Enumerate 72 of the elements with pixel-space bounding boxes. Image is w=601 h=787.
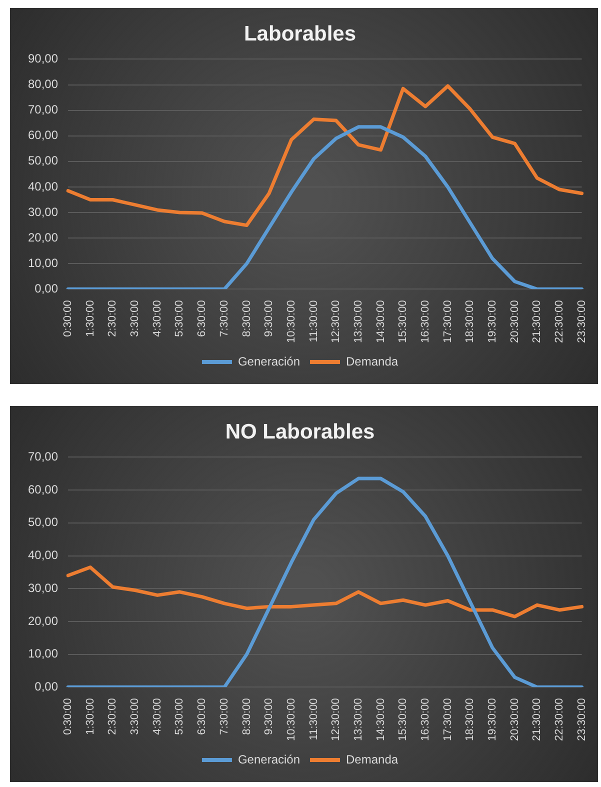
x-tick-label: 1:30:00 bbox=[84, 300, 96, 337]
x-tick-label: 0:30:00 bbox=[62, 698, 74, 735]
x-tick-label: 19:30:00 bbox=[486, 300, 498, 344]
y-tick-label: 90,00 bbox=[28, 52, 58, 66]
x-tick-label: 3:30:00 bbox=[129, 698, 142, 735]
x-tick-label: 11:30:00 bbox=[308, 698, 320, 740]
legend-label: Generación bbox=[238, 752, 300, 766]
x-tick-label: 4:30:00 bbox=[151, 698, 164, 735]
x-tick-label: 10:30:00 bbox=[285, 300, 298, 344]
x-tick-label: 7:30:00 bbox=[218, 698, 230, 735]
y-tick-label: 80,00 bbox=[28, 77, 58, 92]
x-tick-label: 6:30:00 bbox=[196, 300, 208, 337]
x-tick-label: 17:30:00 bbox=[442, 300, 454, 344]
y-tick-label: 50,00 bbox=[28, 515, 58, 530]
x-tick-label: 8:30:00 bbox=[240, 300, 253, 337]
x-tick-label: 20:30:00 bbox=[508, 300, 521, 344]
y-tick-label: 70,00 bbox=[28, 450, 58, 464]
x-tick-label: 22:30:00 bbox=[553, 698, 566, 742]
x-tick-label: 22:30:00 bbox=[553, 300, 566, 344]
y-tick-label: 50,00 bbox=[28, 154, 58, 168]
x-tick-label: 2:30:00 bbox=[106, 698, 119, 735]
x-tick-label: 23:30:00 bbox=[576, 698, 588, 742]
x-tick-label: 17:30:00 bbox=[442, 698, 454, 742]
y-tick-label: 20,00 bbox=[28, 614, 58, 628]
x-tick-label: 4:30:00 bbox=[151, 300, 164, 337]
x-tick-label: 9:30:00 bbox=[263, 698, 276, 735]
x-tick-label: 16:30:00 bbox=[419, 300, 432, 344]
x-tick-label: 15:30:00 bbox=[397, 300, 410, 344]
y-tick-label: 40,00 bbox=[28, 179, 58, 194]
x-tick-label: 0:30:00 bbox=[62, 300, 74, 337]
y-tick-label: 30,00 bbox=[28, 580, 58, 595]
x-tick-label: 9:30:00 bbox=[263, 300, 276, 337]
x-tick-label: 6:30:00 bbox=[196, 698, 208, 735]
legend-label: Demanda bbox=[346, 752, 398, 766]
x-tick-label: 2:30:00 bbox=[106, 300, 119, 337]
x-tick-label: 18:30:00 bbox=[464, 300, 476, 344]
x-tick-label: 1:30:00 bbox=[84, 698, 96, 735]
y-tick-label: 10,00 bbox=[28, 646, 58, 661]
y-tick-label: 10,00 bbox=[28, 256, 58, 270]
x-tick-label: 13:30:00 bbox=[352, 300, 364, 344]
x-tick-label: 21:30:00 bbox=[531, 698, 544, 742]
x-tick-label: 11:30:00 bbox=[308, 300, 320, 342]
x-tick-label: 10:30:00 bbox=[285, 698, 298, 742]
y-tick-label: 60,00 bbox=[28, 482, 58, 496]
x-tick-label: 15:30:00 bbox=[397, 698, 410, 742]
x-tick-label: 7:30:00 bbox=[218, 300, 230, 337]
y-tick-label: 70,00 bbox=[28, 102, 58, 117]
x-tick-label: 23:30:00 bbox=[576, 300, 588, 344]
x-tick-label: 12:30:00 bbox=[330, 300, 342, 344]
y-tick-label: 60,00 bbox=[28, 128, 58, 142]
y-tick-label: 20,00 bbox=[28, 230, 58, 244]
x-tick-label: 3:30:00 bbox=[129, 300, 142, 337]
y-tick-label: 30,00 bbox=[28, 204, 58, 219]
y-tick-label: 0,00 bbox=[34, 679, 58, 694]
x-tick-label: 14:30:00 bbox=[374, 698, 387, 742]
x-tick-label: 5:30:00 bbox=[174, 300, 186, 337]
legend-label: Demanda bbox=[346, 354, 398, 368]
chart-title: NO Laborables bbox=[225, 420, 375, 444]
chart-title: Laborables bbox=[244, 22, 356, 46]
x-tick-label: 21:30:00 bbox=[531, 300, 544, 344]
x-tick-label: 8:30:00 bbox=[240, 698, 253, 735]
y-tick-label: 40,00 bbox=[28, 548, 58, 562]
x-tick-label: 16:30:00 bbox=[419, 698, 432, 742]
x-tick-label: 19:30:00 bbox=[486, 698, 498, 742]
x-tick-label: 13:30:00 bbox=[352, 698, 364, 742]
legend-label: Generación bbox=[238, 354, 300, 368]
y-tick-label: 0,00 bbox=[34, 281, 58, 296]
x-tick-label: 14:30:00 bbox=[374, 300, 387, 344]
x-tick-label: 12:30:00 bbox=[330, 698, 342, 742]
x-tick-label: 20:30:00 bbox=[508, 698, 521, 742]
x-tick-label: 5:30:00 bbox=[174, 698, 186, 735]
x-tick-label: 18:30:00 bbox=[464, 698, 476, 742]
